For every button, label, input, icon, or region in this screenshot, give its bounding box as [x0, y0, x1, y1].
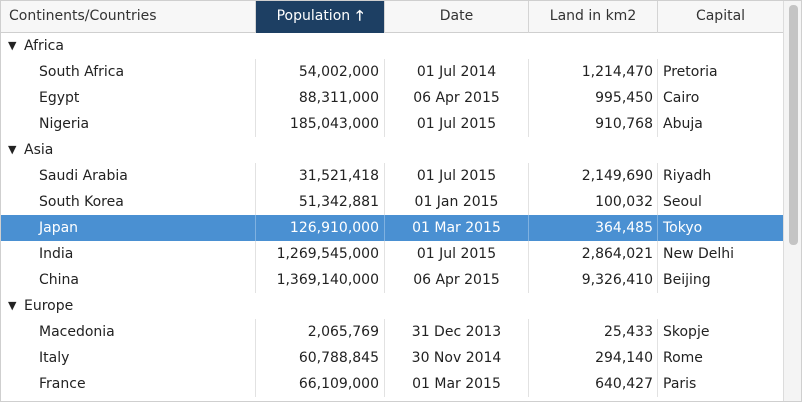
table-row[interactable]: India 1,269,545,000 01 Jul 2015 2,864,021 Ne… — [1, 241, 783, 267]
table-row[interactable]: Nigeria 185,043,000 01 Jul 2015 910,768 Abuj… — [1, 111, 783, 137]
cell-date: 31 Dec 2013 — [385, 319, 529, 345]
cell-land: 294,140 — [529, 345, 658, 371]
cell-population: 60,788,845 — [256, 345, 385, 371]
cell-population: 66,109,000 — [256, 371, 385, 397]
cell-land: 9,326,410 — [529, 267, 658, 293]
grid-header: Continents/Countries Population 🡑 Date La… — [1, 1, 783, 33]
table-row[interactable]: South Korea 51,342,881 01 Jan 2015 100,032 S… — [1, 189, 783, 215]
column-header-population[interactable]: Population 🡑 — [256, 1, 385, 33]
column-header-label: Population — [276, 8, 351, 24]
cell-population: 1,269,545,000 — [256, 241, 385, 267]
cell-capital: Cairo — [663, 90, 700, 106]
cell-capital: Riyadh — [663, 168, 712, 184]
cell-country: India — [1, 241, 256, 267]
cell-population: 51,342,881 — [256, 189, 385, 215]
cell-land: 364,485 — [529, 215, 658, 241]
cell-land: 2,149,690 — [529, 163, 658, 189]
column-header-continents[interactable]: Continents/Countries — [1, 1, 256, 33]
table-row[interactable]: Japan 126,910,000 01 Mar 2015 364,485 Tokyo — [1, 215, 783, 241]
expand-toggle-icon[interactable]: ▼ — [8, 299, 17, 312]
cell-capital: Tokyo — [663, 220, 703, 236]
expand-toggle-icon[interactable]: ▼ — [8, 143, 17, 156]
cell-date: 01 Jul 2015 — [385, 111, 529, 137]
cell-country: Macedonia — [1, 319, 256, 345]
cell-land: 640,427 — [529, 371, 658, 397]
cell-date: 01 Jul 2014 — [385, 59, 529, 85]
cell-population: 88,311,000 — [256, 85, 385, 111]
cell-country: China — [1, 267, 256, 293]
cell-date: 30 Nov 2014 — [385, 345, 529, 371]
cell-date: 01 Jul 2015 — [385, 241, 529, 267]
cell-date: 01 Mar 2015 — [385, 371, 529, 397]
table-row[interactable]: Macedonia 2,065,769 31 Dec 2013 25,433 Skopj… — [1, 319, 783, 345]
arrow-up-icon: 🡑 — [356, 8, 364, 24]
cell-capital: Pretoria — [663, 64, 718, 80]
cell-country: Egypt — [1, 85, 256, 111]
group-row-africa[interactable]: ▼ Africa — [1, 33, 783, 59]
cell-land: 100,032 — [529, 189, 658, 215]
cell-land: 995,450 — [529, 85, 658, 111]
vertical-scrollbar[interactable] — [783, 1, 801, 401]
table-row[interactable]: China 1,369,140,000 06 Apr 2015 9,326,410 Be… — [1, 267, 783, 293]
group-row-asia[interactable]: ▼ Asia — [1, 137, 783, 163]
cell-date: 01 Jan 2015 — [385, 189, 529, 215]
cell-date: 01 Mar 2015 — [385, 215, 529, 241]
cell-capital: New Delhi — [663, 246, 735, 262]
column-header-land[interactable]: Land in km2 — [529, 1, 658, 33]
column-header-label: Capital — [695, 8, 746, 24]
table-row[interactable]: South Africa 54,002,000 01 Jul 2014 1,214,4… — [1, 59, 783, 85]
column-header-label: Land in km2 — [549, 8, 637, 24]
table-row[interactable]: Italy 60,788,845 30 Nov 2014 294,140 Rome — [1, 345, 783, 371]
cell-country: France — [1, 371, 256, 397]
cell-land: 1,214,470 — [529, 59, 658, 85]
column-header-label: Date — [439, 8, 474, 24]
cell-date: 01 Jul 2015 — [385, 163, 529, 189]
cell-population: 185,043,000 — [256, 111, 385, 137]
cell-population: 126,910,000 — [256, 215, 385, 241]
cell-capital: Rome — [663, 350, 703, 366]
cell-population: 1,369,140,000 — [256, 267, 385, 293]
cell-capital: Paris — [663, 376, 697, 392]
cell-country: South Korea — [1, 189, 256, 215]
column-header-label: Continents/Countries — [9, 8, 157, 24]
cell-land: 2,864,021 — [529, 241, 658, 267]
cell-date: 06 Apr 2015 — [385, 267, 529, 293]
cell-country: Saudi Arabia — [1, 163, 256, 189]
cell-land: 910,768 — [529, 111, 658, 137]
cell-country: Japan — [1, 215, 256, 241]
group-label: Europe — [24, 298, 74, 314]
cell-capital: Abuja — [663, 116, 703, 132]
cell-country: Italy — [1, 345, 256, 371]
cell-land: 25,433 — [529, 319, 658, 345]
cell-capital: Seoul — [663, 194, 702, 210]
cell-population: 2,065,769 — [256, 319, 385, 345]
cell-country: South Africa — [1, 59, 256, 85]
scrollbar-thumb[interactable] — [789, 5, 798, 245]
group-label: Asia — [24, 142, 54, 158]
table-row[interactable]: Saudi Arabia 31,521,418 01 Jul 2015 2,149,6… — [1, 163, 783, 189]
group-row-europe[interactable]: ▼ Europe — [1, 293, 783, 319]
table-row[interactable]: France 66,109,000 01 Mar 2015 640,427 Paris — [1, 371, 783, 397]
cell-date: 06 Apr 2015 — [385, 85, 529, 111]
expand-toggle-icon[interactable]: ▼ — [8, 39, 17, 52]
cell-capital: Beijing — [663, 272, 711, 288]
grid-body: ▼ Africa South Africa 54,002,000 01 Jul 2014… — [1, 33, 783, 401]
column-header-date[interactable]: Date — [385, 1, 529, 33]
column-header-capital[interactable]: Capital — [658, 1, 783, 33]
cell-population: 54,002,000 — [256, 59, 385, 85]
cell-capital: Skopje — [663, 324, 710, 340]
group-label: Africa — [24, 38, 64, 54]
table-row[interactable]: Egypt 88,311,000 06 Apr 2015 995,450 Cairo — [1, 85, 783, 111]
cell-population: 31,521,418 — [256, 163, 385, 189]
cell-country: Nigeria — [1, 111, 256, 137]
